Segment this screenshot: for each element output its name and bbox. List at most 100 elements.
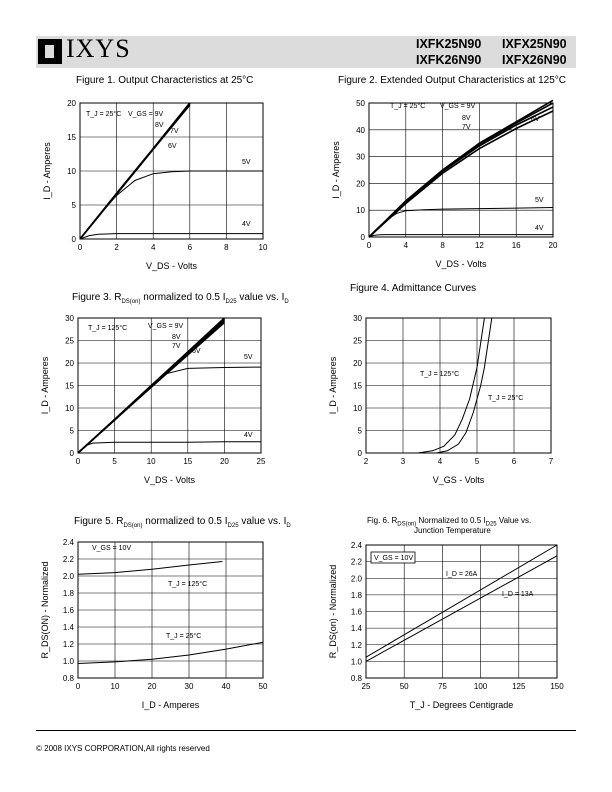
plot-frame xyxy=(365,317,552,454)
y-tick-label: 1.0 xyxy=(351,657,363,666)
y-tick-label: 2.0 xyxy=(351,574,363,583)
curve-annotation: T_J = 25°C xyxy=(86,110,121,118)
x-tick-label: 100 xyxy=(474,682,488,691)
x-tick-label: 4 xyxy=(151,243,156,252)
curve-annotation: 6V xyxy=(168,143,177,150)
curve-annotation: 6V xyxy=(531,116,540,123)
x-tick-label: 0 xyxy=(76,682,81,691)
x-axis-label: V_DS - Volts xyxy=(144,475,196,485)
series-line xyxy=(77,561,223,575)
curve-annotation: 4V xyxy=(244,432,253,439)
series-line xyxy=(368,234,553,238)
curve-annotation: T_J = 25°C xyxy=(390,102,425,110)
x-tick-label: 10 xyxy=(111,682,120,691)
y-tick-label: 0 xyxy=(72,235,77,244)
figure-6-caption: Fig. 6. RDS(on) Normalized to 0.5 ID25 V… xyxy=(367,516,532,528)
x-tick-label: 40 xyxy=(222,682,231,691)
figure-1-caption: Figure 1. Output Characteristics at 25°C xyxy=(76,75,254,86)
curve-annotation: 7V xyxy=(462,124,471,131)
y-tick-label: 10 xyxy=(356,206,365,215)
y-tick-label: 2.4 xyxy=(63,538,75,547)
curve-annotation: I_D = 13A xyxy=(502,591,534,598)
x-tick-label: 150 xyxy=(550,682,564,691)
figure-2-caption: Figure 2. Extended Output Characteristic… xyxy=(338,75,567,86)
plot-frame xyxy=(368,102,554,238)
y-tick-label: 15 xyxy=(65,382,74,391)
y-tick-label: 20 xyxy=(353,359,362,368)
y-tick-label: 20 xyxy=(65,359,74,368)
y-tick-label: 1.8 xyxy=(63,589,75,598)
series-line xyxy=(365,555,558,662)
x-axis-label: V_GS - Volts xyxy=(433,475,485,485)
y-tick-label: 15 xyxy=(353,382,362,391)
y-tick-label: 20 xyxy=(356,179,365,188)
y-tick-label: 10 xyxy=(353,404,362,413)
x-tick-label: 4 xyxy=(404,241,409,250)
y-tick-label: 30 xyxy=(65,314,74,323)
y-tick-label: 30 xyxy=(353,314,362,323)
y-tick-label: 0 xyxy=(361,233,366,242)
y-tick-label: 20 xyxy=(67,99,76,108)
x-tick-label: 0 xyxy=(76,457,81,466)
x-tick-label: 3 xyxy=(401,457,406,466)
series-line xyxy=(77,441,261,454)
x-tick-label: 25 xyxy=(257,457,266,466)
part-number: IXFK26N90 xyxy=(416,53,482,67)
x-tick-label: 50 xyxy=(259,682,268,691)
plot-frame xyxy=(77,541,264,679)
x-axis-label: I_D - Amperes xyxy=(142,700,200,710)
y-tick-label: 30 xyxy=(356,153,365,162)
part-number: IXFK25N90 xyxy=(416,37,482,51)
curve-annotation: 7V xyxy=(170,128,179,135)
figure-6-caption-line2: Junction Temperature xyxy=(414,526,491,535)
x-tick-label: 25 xyxy=(362,682,371,691)
y-tick-label: 1.2 xyxy=(63,640,75,649)
brand-name: IXYS xyxy=(66,34,131,63)
y-tick-label: 5 xyxy=(72,201,77,210)
plot-frame xyxy=(365,544,558,679)
y-axis-label: R_DS(on) - Normalized xyxy=(328,565,338,659)
y-tick-label: 1.2 xyxy=(351,641,363,650)
x-tick-label: 2 xyxy=(364,457,369,466)
x-tick-label: 75 xyxy=(438,682,447,691)
series-line xyxy=(417,317,485,454)
y-tick-label: 1.6 xyxy=(351,608,363,617)
x-tick-label: 50 xyxy=(400,682,409,691)
series-line xyxy=(79,170,263,240)
curve-annotation: 4V xyxy=(535,225,544,232)
x-tick-label: 30 xyxy=(185,682,194,691)
curve-annotation: 4V xyxy=(242,221,251,228)
y-tick-label: 0.8 xyxy=(63,674,75,683)
x-tick-label: 125 xyxy=(512,682,526,691)
x-axis-label: V_DS - Volts xyxy=(435,259,487,269)
x-tick-label: 0 xyxy=(78,243,83,252)
y-axis-label: I_D - Amperes xyxy=(40,356,50,414)
curve-annotation: 8V xyxy=(172,334,181,341)
x-tick-label: 5 xyxy=(112,457,117,466)
series-line xyxy=(368,102,554,238)
series-line xyxy=(79,233,263,240)
y-tick-label: 1.4 xyxy=(63,623,75,632)
x-axis-label: T_J - Degrees Centigrade xyxy=(410,700,514,710)
x-tick-label: 16 xyxy=(512,241,521,250)
part-number: IXFX26N90 xyxy=(502,53,567,67)
y-tick-label: 2.2 xyxy=(63,555,75,564)
header-bar xyxy=(36,36,576,68)
part-number: IXFX25N90 xyxy=(502,37,567,51)
y-tick-label: 40 xyxy=(356,126,365,135)
y-tick-label: 25 xyxy=(353,337,362,346)
curve-annotation: 5V xyxy=(242,159,251,166)
curve-annotation: V_GS = 9V xyxy=(148,323,184,330)
x-tick-label: 8 xyxy=(224,243,229,252)
ixys-logo-icon xyxy=(38,39,62,64)
x-tick-label: 12 xyxy=(475,241,484,250)
series-line xyxy=(368,110,554,238)
x-tick-label: 10 xyxy=(147,457,156,466)
curve-annotation: T_J = 25°C xyxy=(488,394,523,402)
x-tick-label: 5 xyxy=(475,457,480,466)
curve-annotation: 8V xyxy=(155,122,164,129)
plot-frame xyxy=(77,317,262,454)
x-tick-label: 15 xyxy=(183,457,192,466)
y-tick-label: 1.6 xyxy=(63,606,75,615)
series-line xyxy=(368,106,554,238)
